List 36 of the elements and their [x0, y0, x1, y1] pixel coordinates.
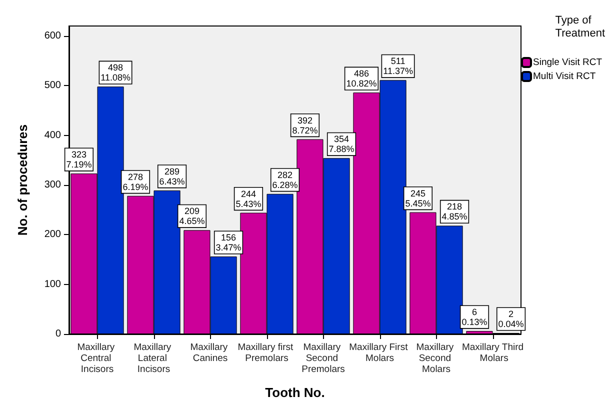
x-tick-label: Maxillary Central Incisors: [77, 342, 118, 375]
x-tick-label: Maxillary Second Premolars: [302, 342, 346, 375]
data-label: 209 4.65%: [179, 206, 205, 226]
y-tick-label: 600: [44, 30, 62, 42]
data-label: 218 4.85%: [442, 202, 468, 222]
data-label: 511 11.37%: [383, 56, 413, 76]
y-tick-label: 300: [44, 179, 62, 190]
y-tick-label: 200: [44, 229, 62, 240]
legend-label: Single Visit RCT: [533, 57, 602, 68]
x-tick-label: Maxillary Canines: [190, 342, 230, 364]
y-tick-label: 400: [44, 130, 62, 141]
x-tick-label: Maxillary first Premolars: [238, 342, 296, 364]
data-label: 498 11.08%: [100, 62, 130, 83]
y-axis-title: No. of procedures: [15, 124, 30, 236]
data-label: 156 3.47%: [216, 232, 242, 253]
data-label: 354 7.88%: [328, 134, 354, 154]
legend-title: Type of Treatment: [555, 14, 606, 40]
data-label: 486 10.82%: [346, 68, 377, 89]
data-label: 6 0.13%: [462, 307, 488, 328]
data-label: 323 7.19%: [66, 150, 92, 170]
x-axis-title: Tooth No.: [265, 385, 325, 400]
data-label: 289 6.43%: [159, 166, 185, 186]
legend-label: Multi Visit RCT: [533, 71, 596, 82]
data-label: 2 0.04%: [498, 309, 524, 330]
y-tick-label: 0: [55, 328, 62, 340]
data-label: 244 5.43%: [236, 188, 262, 209]
x-tick-label: Maxillary Second Molars: [416, 342, 456, 375]
data-label: 392 8.72%: [292, 115, 318, 136]
data-label: 278 6.19%: [122, 172, 148, 192]
y-tick-label: 100: [44, 278, 62, 290]
data-label: 282 6.28%: [272, 170, 298, 190]
data-label: 245 5.45%: [405, 188, 431, 208]
x-tick-label: Maxillary Lateral Incisors: [134, 342, 174, 375]
x-tick-label: Maxillary Third Molars: [462, 342, 524, 364]
y-tick-label: 500: [44, 80, 62, 92]
x-tick-label: Maxillary First Molars: [349, 342, 410, 364]
